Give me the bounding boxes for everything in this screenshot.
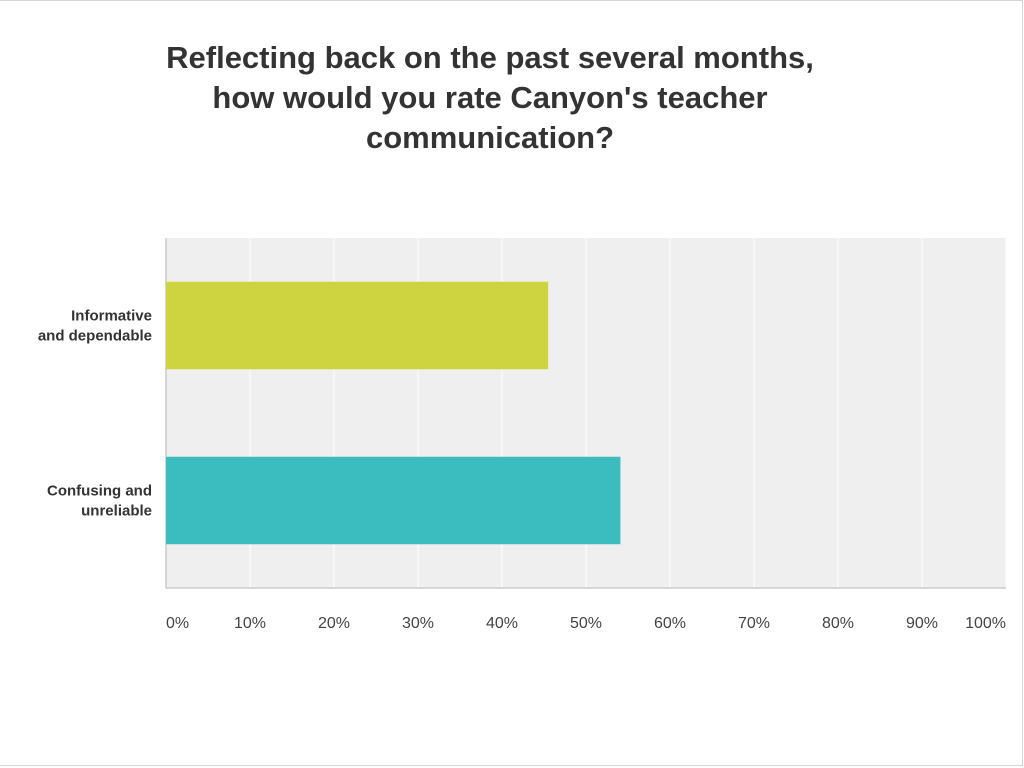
x-tick-label: 20% <box>318 615 350 632</box>
chart-title-line-1: Reflecting back on the past several mont… <box>166 40 814 75</box>
chart-title-line-2: how would you rate Canyon's teacher <box>212 80 768 115</box>
x-tick-label: 10% <box>234 615 266 632</box>
category-label-0: Informative and dependable <box>38 308 152 345</box>
chart-title-line-3: communication? <box>365 120 614 155</box>
bar-0 <box>166 281 549 370</box>
x-tick-label: 50% <box>570 615 602 632</box>
chart-title: Reflecting back on the past several mont… <box>40 38 940 158</box>
x-tick-label: 30% <box>402 615 434 632</box>
category-label-line: Confusing and <box>47 483 152 500</box>
category-label-1: Confusing and unreliable <box>47 483 152 520</box>
x-tick-label: 70% <box>738 615 770 632</box>
x-tick-label: 40% <box>486 615 518 632</box>
category-label-line: and dependable <box>38 328 152 345</box>
x-tick-label: 90% <box>906 615 938 632</box>
category-label-line: Informative <box>71 308 152 325</box>
x-tick-label: 100% <box>965 615 1006 632</box>
x-tick-label: 60% <box>654 615 686 632</box>
bar-1 <box>166 456 621 545</box>
x-tick-label: 80% <box>822 615 854 632</box>
x-tick-label: 0% <box>166 615 189 632</box>
category-label-line: unreliable <box>81 503 152 520</box>
